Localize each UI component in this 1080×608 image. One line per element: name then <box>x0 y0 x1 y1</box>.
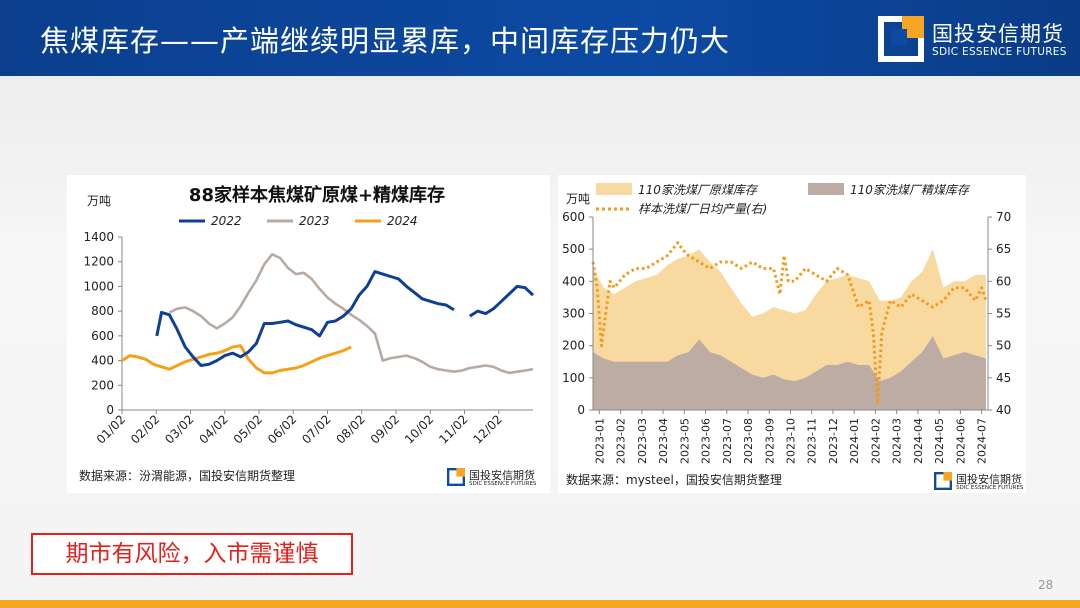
series-line-2023 <box>168 253 534 375</box>
chart2-x-tick-label: 2024-05 <box>933 418 946 464</box>
chart1-x-tick-label: 10/02 <box>402 412 436 446</box>
chart2-x-tick-label: 2024-02 <box>869 418 882 464</box>
chart2-x-tick-label: 2023-10 <box>785 418 798 464</box>
series-area-clean-coal <box>593 336 986 410</box>
chart2-x-tick-label: 2023-06 <box>700 418 713 464</box>
legend-label-2022: 2022 <box>211 214 242 228</box>
chart2-x-tick-label: 2023-08 <box>742 418 755 464</box>
legend-label-fine: 110家洗煤厂精煤库存 <box>850 183 971 197</box>
series-line-2022 <box>155 270 535 367</box>
chart2-y-tick-label: 100 <box>562 371 585 385</box>
chart1-x-tick-label: 01/02 <box>94 412 128 446</box>
mini-logo-en: SDIC ESSENCE FUTURES <box>956 485 1024 491</box>
chart-panel-right: 万吨 110家洗煤厂原煤库存 110家洗煤厂精煤库存样本洗煤厂日均产量(右) 0 100… <box>558 175 1026 493</box>
chart2-source: 数据来源：mysteel，国投安信期货整理 <box>566 473 782 487</box>
chart2-y2-tick-label: 60 <box>996 274 1011 288</box>
logo-en-text: SDIC ESSENCE FUTURES <box>932 46 1067 58</box>
chart2-logo: 国投安信期货 SDIC ESSENCE FUTURES <box>934 471 1024 493</box>
header-bar: 焦煤库存——产端继续明显累库，中间库存压力仍大 国投安信期货 SDIC ESSE… <box>0 0 1080 76</box>
logo-cn-text: 国投安信期货 <box>932 22 1064 46</box>
chart2-x-tick-label: 2024-01 <box>848 418 861 464</box>
chart2-x-tick-label: 2023-09 <box>763 418 776 464</box>
risk-warning: 期市有风险，入市需谨慎 <box>31 533 353 575</box>
mini-logo-icon <box>447 468 465 486</box>
legend-swatch-fine <box>808 183 844 195</box>
chart2-y-tick-label: 200 <box>562 339 585 353</box>
chart2-y2-tick-label: 45 <box>996 371 1011 385</box>
legend-label-daily: 样本洗煤厂日均产量(右) <box>638 202 767 216</box>
chart2-x-tick-label: 2023-05 <box>678 418 691 464</box>
chart2-y2-tick-label: 65 <box>996 242 1011 256</box>
coking-coal-mine-inventory-chart: 88家样本焦煤矿原煤+精煤库存 万吨 2022 2023 2024 0 200 400 600 8… <box>83 184 535 447</box>
chart2-y-tick-label: 300 <box>562 307 585 321</box>
legend-swatch-raw <box>596 183 632 195</box>
mini-logo-cn: 国投安信期货 <box>956 473 1022 486</box>
chart1-x-tick-label: 11/02 <box>436 412 470 446</box>
chart1-x-tick-label: 06/02 <box>265 412 299 446</box>
chart2-y2-tick-label: 70 <box>996 210 1011 224</box>
series-line-daily-output <box>591 241 988 406</box>
chart1-x-tick-label: 07/02 <box>299 412 333 446</box>
chart2-y-tick-label: 600 <box>562 210 585 224</box>
legend-label-2024: 2024 <box>387 214 418 228</box>
chart2-x-tick-label: 2023-03 <box>636 418 649 464</box>
chart2-x-tick-label: 2023-12 <box>827 418 840 464</box>
chart2-x-tick-label: 2023-02 <box>615 418 628 464</box>
chart1-logo: 国投安信期货 SDIC ESSENCE FUTURES <box>447 467 547 489</box>
chart2-x-tick-label: 2024-04 <box>912 418 925 464</box>
mini-logo-en: SDIC ESSENCE FUTURES <box>469 481 537 487</box>
legend-label-2023: 2023 <box>299 214 330 228</box>
chart1-x-tick-label: 08/02 <box>334 412 368 446</box>
chart1-x-tick-label: 12/02 <box>471 412 505 446</box>
mini-logo-cn: 国投安信期货 <box>469 469 535 482</box>
chart2-y2-tick-label: 40 <box>996 403 1011 417</box>
chart1-unit-label: 万吨 <box>87 194 111 208</box>
chart1-x-tick-label: 05/02 <box>231 412 265 446</box>
chart1-y-tick-label: 1200 <box>83 255 114 269</box>
chart2-y-tick-label: 500 <box>562 242 585 256</box>
chart1-y-tick-label: 600 <box>91 329 114 343</box>
chart1-y-tick-label: 0 <box>106 403 114 417</box>
logo-mark-icon <box>878 16 924 62</box>
chart2-x-tick-label: 2023-01 <box>593 418 606 464</box>
bottom-accent-bar <box>0 600 1080 608</box>
page-number: 28 <box>1038 578 1054 592</box>
chart1-y-tick-label: 1400 <box>83 230 114 244</box>
chart2-x-tick-label: 2023-07 <box>721 418 734 464</box>
chart1-x-tick-label: 09/02 <box>368 412 402 446</box>
chart2-y-tick-label: 0 <box>577 403 585 417</box>
chart1-title: 88家样本焦煤矿原煤+精煤库存 <box>189 184 445 206</box>
legend-label-raw: 110家洗煤厂原煤库存 <box>638 183 759 197</box>
chart2-x-tick-label: 2024-07 <box>976 418 989 464</box>
chart1-y-tick-label: 1000 <box>83 279 114 293</box>
chart2-x-tick-label: 2024-06 <box>954 418 967 464</box>
chart2-unit-label: 万吨 <box>566 192 590 206</box>
chart1-source: 数据来源：汾渭能源，国投安信期货整理 <box>79 469 296 483</box>
chart1-x-tick-label: 04/02 <box>197 412 231 446</box>
chart2-y-tick-label: 400 <box>562 274 585 288</box>
chart1-x-tick-label: 02/02 <box>128 412 162 446</box>
chart1-y-tick-label: 200 <box>91 378 114 392</box>
series-line-2024 <box>121 344 352 375</box>
chart1-x-tick-label: 03/02 <box>162 412 196 446</box>
chart2-x-tick-label: 2023-11 <box>806 418 819 464</box>
page-title: 焦煤库存——产端继续明显累库，中间库存压力仍大 <box>40 24 731 58</box>
chart-panel-left: 88家样本焦煤矿原煤+精煤库存 万吨 2022 2023 2024 0 200 400 600 8… <box>67 175 550 493</box>
chart2-x-tick-label: 2023-04 <box>657 418 670 464</box>
chart2-x-tick-label: 2024-03 <box>891 418 904 464</box>
company-logo: 国投安信期货 SDIC ESSENCE FUTURES <box>878 14 1068 64</box>
chart2-y2-tick-label: 50 <box>996 339 1011 353</box>
mini-logo-icon <box>934 472 952 490</box>
chart2-y2-tick-label: 55 <box>996 307 1011 321</box>
chart1-y-tick-label: 400 <box>91 354 114 368</box>
chart1-y-tick-label: 800 <box>91 304 114 318</box>
